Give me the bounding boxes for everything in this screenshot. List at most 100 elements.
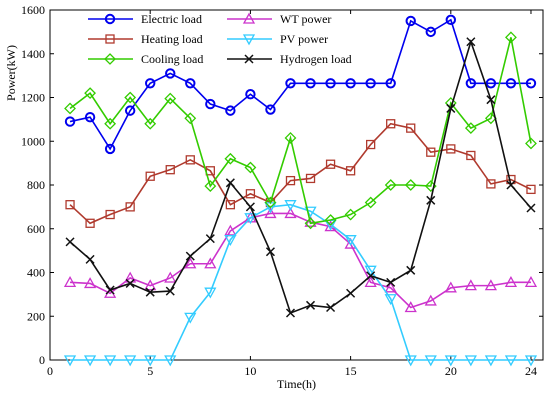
data-point-heating-load — [406, 123, 416, 133]
data-point-hydrogen-load — [305, 300, 316, 310]
data-point-electric-load — [525, 78, 537, 89]
legend-marker-hydrogen-load — [244, 54, 254, 64]
data-point-wt-power — [164, 271, 177, 283]
data-point-heating-load — [65, 200, 75, 210]
data-point-hydrogen-load — [526, 203, 536, 213]
series-line-electric-load — [69, 18, 531, 151]
data-point-cooling-load — [525, 137, 537, 150]
data-point-heating-load — [366, 139, 376, 150]
data-point-electric-load — [145, 78, 156, 89]
data-point-electric-load — [185, 78, 196, 89]
data-point-hydrogen-load — [506, 180, 516, 190]
data-point-cooling-load — [144, 117, 157, 130]
legend: Electric load WT power Heating load PV powe… — [88, 12, 352, 66]
data-point-heating-load — [285, 175, 296, 186]
data-point-pv-power — [484, 355, 497, 367]
data-point-electric-load — [245, 89, 256, 100]
y-tick-label: 200 — [27, 309, 45, 323]
data-point-wt-power — [524, 276, 538, 287]
data-point-pv-power — [244, 213, 257, 225]
data-point-pv-power — [364, 265, 377, 277]
legend-entry-electric-load: Electric load — [88, 12, 202, 26]
data-point-pv-power — [384, 294, 397, 306]
series-layer — [63, 14, 538, 367]
data-point-hydrogen-load — [466, 37, 476, 47]
data-point-hydrogen-load — [105, 285, 115, 295]
data-point-hydrogen-load — [145, 287, 155, 297]
data-point-wt-power — [124, 271, 137, 283]
data-point-heating-load — [486, 179, 496, 189]
series-line-wt-power — [69, 212, 531, 309]
data-point-electric-load — [485, 78, 497, 89]
y-tick-label: 1400 — [21, 47, 45, 61]
y-axis-label: Power(kW) — [4, 45, 18, 101]
legend-label-wt-power: WT power — [280, 12, 331, 26]
data-point-cooling-load — [344, 208, 357, 221]
data-point-hydrogen-load — [346, 288, 356, 298]
x-tick-label: 10 — [244, 364, 256, 378]
y-tick-label: 0 — [39, 353, 45, 367]
data-point-electric-load — [365, 78, 376, 89]
data-point-cooling-load — [124, 91, 137, 104]
data-point-cooling-load — [184, 112, 197, 125]
data-point-electric-load — [425, 26, 436, 38]
data-point-cooling-load — [284, 132, 297, 144]
data-point-cooling-load — [84, 87, 97, 100]
y-tick-label: 1000 — [21, 134, 45, 148]
data-point-electric-load — [165, 68, 176, 79]
legend-marker-pv-power — [242, 34, 256, 46]
series-line-hydrogen-load — [69, 39, 532, 315]
data-point-pv-power — [504, 355, 518, 367]
data-point-electric-load — [325, 78, 336, 89]
data-point-electric-load — [305, 78, 316, 89]
series-line-pv-power — [70, 203, 531, 361]
data-point-hydrogen-load — [446, 103, 456, 113]
data-point-pv-power — [404, 355, 417, 367]
legend-label-electric-load: Electric load — [141, 12, 202, 26]
data-point-heating-load — [466, 150, 476, 161]
legend-entry-heating-load: Heating load — [88, 32, 203, 46]
data-point-heating-load — [426, 147, 436, 157]
data-point-cooling-load — [404, 179, 417, 191]
data-point-cooling-load — [324, 214, 337, 226]
data-point-hydrogen-load — [426, 195, 436, 205]
data-point-wt-power — [264, 207, 277, 219]
data-point-wt-power — [384, 281, 397, 293]
data-point-electric-load — [385, 78, 396, 89]
data-point-heating-load — [245, 189, 256, 199]
data-point-electric-load — [465, 78, 477, 89]
data-point-hydrogen-load — [406, 265, 416, 275]
data-point-electric-load — [405, 15, 416, 27]
data-point-wt-power — [504, 276, 518, 287]
data-point-electric-load — [84, 111, 96, 123]
data-point-electric-load — [205, 98, 216, 110]
data-point-electric-load — [285, 78, 296, 89]
data-point-electric-load — [104, 143, 116, 155]
y-tick-label: 1200 — [21, 91, 45, 105]
data-point-cooling-load — [464, 122, 477, 135]
data-point-wt-power — [224, 224, 237, 236]
series-wt-power — [63, 207, 538, 313]
series-line-cooling-load — [69, 37, 532, 225]
data-point-hydrogen-load — [486, 95, 496, 105]
data-point-wt-power — [284, 207, 297, 219]
data-point-wt-power — [204, 257, 217, 269]
data-point-heating-load — [85, 218, 95, 228]
data-point-wt-power — [444, 281, 457, 293]
data-point-electric-load — [225, 105, 236, 116]
data-point-hydrogen-load — [125, 278, 135, 288]
y-tick-label: 800 — [27, 178, 45, 192]
data-point-cooling-load — [384, 179, 397, 191]
x-tick-label: 15 — [345, 364, 357, 378]
legend-label-hydrogen-load: Hydrogen load — [280, 52, 352, 66]
series-pv-power — [63, 200, 538, 367]
data-point-pv-power — [204, 287, 217, 299]
data-point-hydrogen-load — [245, 202, 255, 212]
data-point-heating-load — [526, 184, 536, 195]
data-point-wt-power — [464, 279, 477, 291]
data-point-cooling-load — [64, 102, 76, 115]
data-point-pv-power — [83, 355, 97, 367]
data-point-cooling-load — [304, 217, 317, 230]
y-tick-label: 600 — [27, 222, 45, 236]
data-point-wt-power — [364, 276, 377, 287]
